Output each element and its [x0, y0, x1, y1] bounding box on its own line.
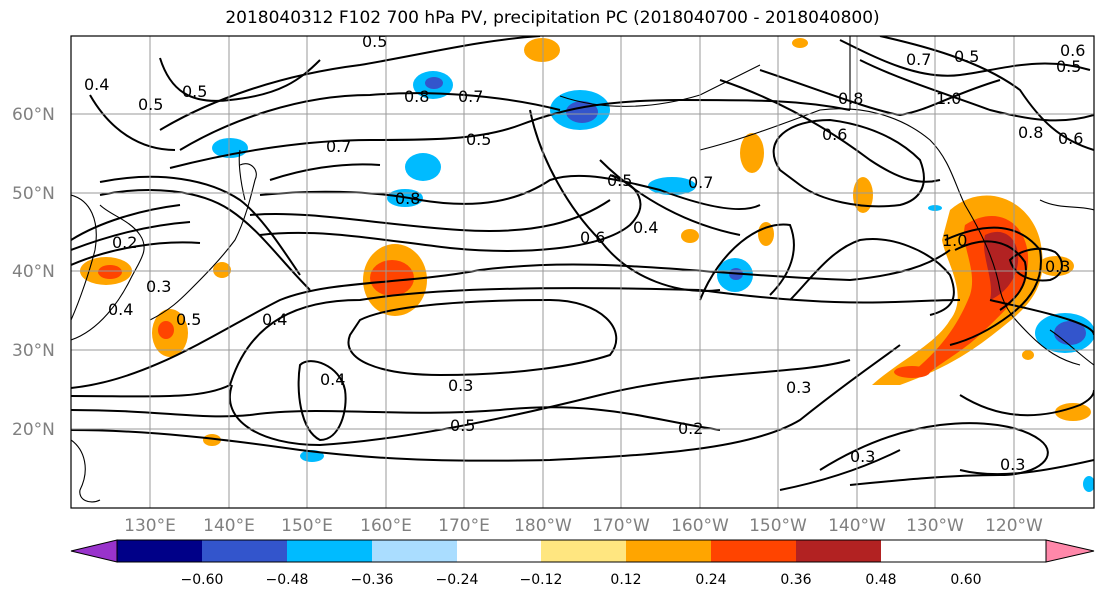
lon-label: 170°W [592, 516, 650, 536]
colorbar: −0.60 −0.48 −0.36 −0.24 −0.12 0.12 0.24 … [70, 539, 1095, 588]
contour-label: 0.7 [906, 50, 931, 69]
lon-label: 150°W [749, 516, 807, 536]
lon-label: 160°W [671, 516, 729, 536]
lon-label: 170°E [438, 516, 490, 536]
contour-label: 0.7 [326, 137, 351, 156]
colorbar-tick: 0.24 [695, 572, 726, 588]
lon-label: 160°E [360, 516, 412, 536]
contour-label: 0.3 [786, 378, 811, 397]
contour-label: 0.2 [112, 233, 137, 252]
colorbar-tick: 0.12 [610, 572, 641, 588]
map-title: 2018040312 F102 700 hPa PV, precipitatio… [225, 8, 880, 28]
contour-label: 0.6 [1058, 129, 1083, 148]
graticule [71, 36, 1094, 508]
colorbar-swatch [117, 540, 202, 562]
lon-label: 130°W [906, 516, 964, 536]
contour-label: 1.0 [942, 231, 967, 250]
colorbar-tick: 0.36 [780, 572, 811, 588]
latitude-labels: 60°N 50°N 40°N 30°N 20°N [12, 105, 55, 440]
pv-contours [71, 36, 1094, 491]
contour-label: 0.5 [176, 310, 201, 329]
colorbar-swatch [626, 540, 711, 562]
contour-labels: 0.5 0.4 0.5 0.5 0.8 0.7 0.7 0.5 0.8 0.5 … [84, 32, 1085, 474]
contour-label: 0.8 [1018, 123, 1043, 142]
contour-label: 0.3 [1045, 257, 1070, 276]
lon-label: 180°W [514, 516, 572, 536]
contour-label: 0.4 [320, 370, 345, 389]
lat-label: 60°N [12, 105, 55, 125]
colorbar-swatch [541, 540, 626, 562]
colorbar-swatch [796, 540, 881, 562]
contour-label: 0.4 [84, 75, 109, 94]
colorbar-extend-high [1045, 539, 1095, 563]
lon-label: 150°E [281, 516, 333, 536]
colorbar-swatch [287, 540, 372, 562]
colorbar-tick: −0.48 [266, 572, 309, 588]
colorbar-tick: −0.12 [520, 572, 563, 588]
lat-label: 50°N [12, 184, 55, 204]
contour-label: 0.5 [607, 171, 632, 190]
lon-label: 130°E [124, 516, 176, 536]
colorbar-tick: −0.60 [181, 572, 224, 588]
lat-label: 40°N [12, 262, 55, 282]
coastlines [71, 36, 1094, 503]
colorbar-tick: −0.36 [351, 572, 394, 588]
contour-label: 0.8 [395, 189, 420, 208]
contour-label: 0.5 [182, 82, 207, 101]
lon-label: 140°W [828, 516, 886, 536]
colorbar-swatch [457, 540, 541, 562]
lon-label: 120°W [985, 516, 1043, 536]
contour-label: 1.0 [936, 89, 961, 108]
contour-label: 0.4 [633, 218, 658, 237]
colorbar-swatch [202, 540, 287, 562]
contour-label: 0.4 [108, 300, 133, 319]
contour-label: 0.6 [580, 228, 605, 247]
lat-label: 20°N [12, 420, 55, 440]
contour-label: 0.5 [466, 130, 491, 149]
contour-label: 0.6 [1060, 41, 1085, 60]
contour-label: 0.7 [458, 87, 483, 106]
longitude-labels: 130°E 140°E 150°E 160°E 170°E 180°W 170°… [124, 516, 1043, 536]
contour-label: 0.2 [678, 419, 703, 438]
contour-label: 0.3 [1000, 455, 1025, 474]
contour-label: 0.5 [362, 32, 387, 51]
contour-label: 0.3 [146, 277, 171, 296]
contour-label: 0.5 [1056, 57, 1081, 76]
contour-label: 0.5 [450, 416, 475, 435]
contour-label: 0.3 [850, 447, 875, 466]
colorbar-swatch [372, 540, 457, 562]
contour-label: 0.3 [448, 376, 473, 395]
contour-label: 0.5 [954, 47, 979, 66]
contour-label: 0.8 [838, 89, 863, 108]
map-frame [70, 35, 1095, 509]
contour-label: 0.7 [688, 173, 713, 192]
colorbar-tick: −0.24 [436, 572, 479, 588]
contour-label: 0.4 [262, 310, 287, 329]
lat-label: 30°N [12, 341, 55, 361]
contour-label: 0.6 [822, 125, 847, 144]
colorbar-tick: 0.60 [950, 572, 981, 588]
contour-label: 0.8 [404, 87, 429, 106]
colorbar-swatch [711, 540, 796, 562]
colorbar-tick: 0.48 [865, 572, 896, 588]
colorbar-extend-low [70, 539, 118, 563]
contour-label: 0.5 [138, 95, 163, 114]
lon-label: 140°E [203, 516, 255, 536]
